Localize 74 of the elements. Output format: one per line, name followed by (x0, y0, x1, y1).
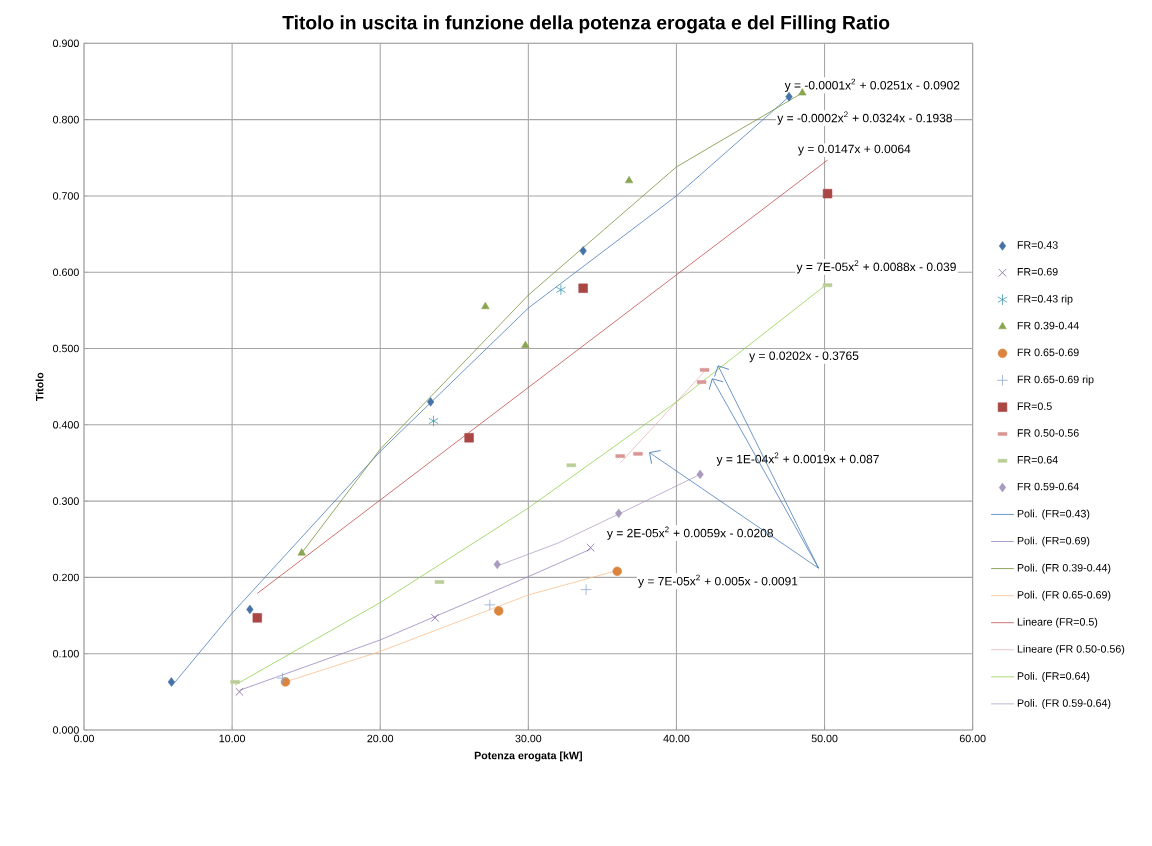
point (494, 606, 504, 616)
point (586, 543, 595, 552)
point (484, 599, 496, 611)
legend-label: FR=0.43 (1017, 241, 1058, 249)
chart-title: Titolo in uscita in funzione della potenza erogata e del Filling Ratio (282, 15, 890, 34)
legend-label: FR 0.50-0.56 (1017, 429, 1079, 437)
x-tick-label: 50.00 (811, 734, 838, 743)
legend-label: FR 0.65-0.69 (1017, 348, 1079, 357)
point (580, 583, 592, 596)
point (276, 672, 289, 684)
line-series (239, 548, 591, 691)
point (578, 283, 588, 293)
legend-label: FR 0.59-0.64 (1017, 482, 1079, 491)
legend-label: FR 0.39-0.44 (1017, 321, 1079, 330)
legend-label: FR=0.64 (1017, 456, 1058, 464)
y-tick-label: 0.500 (53, 344, 79, 353)
legend-label: FR=0.69 (1017, 267, 1058, 276)
point (167, 677, 175, 687)
legend-label: Poli. (FR 0.39-0.44) (1017, 563, 1111, 574)
legend-label: Poli. (FR 0.65-0.69) (1017, 590, 1111, 601)
y-tick-label: 0.900 (53, 39, 79, 48)
point (464, 433, 474, 443)
legend-label: Lineare (FR 0.50-0.56) (1017, 644, 1125, 655)
point (624, 175, 634, 184)
legend-label: Poli. (FR=0.64) (1017, 671, 1090, 682)
legend-label: Lineare (FR=0.5) (1017, 617, 1098, 628)
annotation: y = 0.0147x + 0.0064 (798, 144, 911, 156)
point (798, 88, 807, 96)
point (493, 559, 501, 570)
legend-label: Poli. (FR 0.59-0.64) (1017, 699, 1111, 709)
point (521, 340, 530, 348)
legend-label: FR=0.5 (1017, 402, 1052, 410)
point (235, 687, 244, 697)
x-tick-label: 60.00 (959, 734, 986, 743)
point (579, 246, 587, 256)
annotation: y = -0.0001x$^{2}$ + 0.0251x - 0.0902 (784, 78, 960, 92)
point (297, 548, 306, 556)
y-tick-label: 0.400 (53, 421, 79, 429)
legend-label: Poli. (FR=0.69) (1017, 536, 1090, 547)
point (785, 92, 793, 102)
point (252, 613, 262, 623)
annotation: y = 0.0202x - 0.3765 (749, 351, 859, 363)
x-tick-label: 40.00 (663, 734, 690, 743)
legend-label: FR 0.65-0.69 rip (1017, 375, 1094, 386)
y-tick-label: 0.300 (53, 497, 79, 505)
annotation: y = 1E-04x$^{2}$ + 0.0019x + 0.087 (716, 452, 879, 466)
point (428, 415, 439, 427)
x-tick-label: 0.00 (74, 734, 94, 743)
point (615, 508, 623, 518)
x-tick-label: 20.00 (367, 734, 394, 743)
annotation: y = 2E-05x$^{2}$ + 0.0059x - 0.0208 (606, 526, 773, 540)
y-tick-label: 0.000 (53, 726, 79, 734)
x-tick-label: 10.00 (219, 734, 246, 743)
y-tick-label: 0.200 (53, 573, 79, 582)
point (696, 469, 704, 480)
legend-label: Poli. (FR=0.43) (1017, 509, 1090, 520)
point (430, 613, 440, 623)
point (481, 301, 490, 310)
annotation: y = 7E-05x$^{2}$ + 0.005x - 0.0091 (638, 574, 798, 588)
point (822, 188, 833, 199)
y-axis-title: Titolo (35, 372, 44, 401)
point (555, 284, 566, 296)
point (427, 397, 435, 407)
legend-label: FR=0.43 rip (1017, 294, 1073, 305)
y-tick-label: 0.100 (53, 649, 79, 658)
y-tick-label: 0.600 (53, 268, 79, 276)
y-tick-label: 0.700 (53, 192, 79, 200)
annotation: y = 7E-05x$^{2}$ + 0.0088x - 0.039 (796, 260, 956, 274)
annotation: y = -0.0002x$^{2}$ + 0.0324x - 0.1938 (777, 111, 952, 125)
point (246, 604, 254, 615)
point (612, 566, 622, 576)
x-tick-label: 30.00 (515, 734, 542, 743)
x-axis-title: Potenza erogata [kW] (474, 751, 582, 762)
y-tick-label: 0.800 (53, 115, 79, 124)
